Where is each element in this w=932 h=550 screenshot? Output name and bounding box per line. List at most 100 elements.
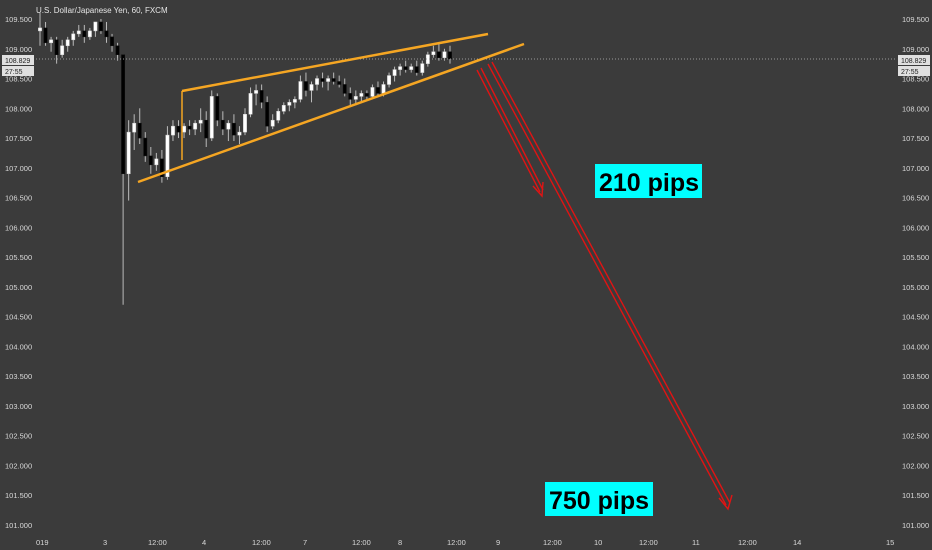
candle-body [315, 78, 319, 85]
candle-body [165, 134, 170, 178]
candle-body [320, 78, 325, 82]
x-tick-label: 7 [303, 538, 307, 547]
candle-body [376, 87, 380, 94]
right-price-tag-box [898, 55, 930, 65]
candle-body [220, 119, 225, 130]
left-y-tick-label: 101.000 [5, 521, 32, 530]
right-y-tick-label: 104.000 [902, 342, 929, 351]
right-y-tick-label: 103.500 [902, 372, 929, 381]
candle-body [171, 125, 175, 136]
left-y-tick-label: 106.000 [5, 223, 32, 232]
x-tick-label: 12:00 [352, 538, 371, 547]
candle-body [437, 51, 441, 58]
large-projection-arrow [487, 61, 733, 511]
right-y-tick-label: 102.500 [902, 432, 929, 441]
right-y-tick-label: 102.000 [902, 461, 929, 470]
candle-body [82, 30, 87, 38]
right-y-tick-label: 105.000 [902, 283, 929, 292]
candle-body [226, 122, 231, 130]
candle-body [309, 84, 314, 91]
small-target-callout: 210 pips [595, 164, 702, 198]
candle-body [442, 51, 447, 58]
candle-body [364, 93, 369, 97]
candle-body [71, 33, 76, 41]
right-y-tick-label: 109.000 [902, 45, 929, 54]
candle-body [276, 111, 281, 121]
candle-body [87, 30, 92, 38]
candle-body [215, 96, 220, 121]
left-price-tag: 108.829 27:55 [2, 55, 34, 76]
candle-body [93, 21, 98, 32]
left-y-tick-label: 103.000 [5, 402, 32, 411]
candle-body [182, 125, 186, 133]
candle-body [359, 93, 364, 97]
right-y-tick-label: 104.500 [902, 313, 929, 322]
candle-body [409, 66, 414, 70]
x-tick-label: 15 [886, 538, 894, 547]
candle-body [248, 93, 253, 115]
left-countdown-box [2, 66, 34, 76]
left-y-tick-label: 108.500 [5, 75, 32, 84]
large-arrow-head [718, 494, 733, 511]
candle-body [254, 90, 258, 94]
candle-body [49, 39, 53, 44]
candle-body [403, 66, 408, 70]
right-price-tag: 108.829 27:55 [898, 55, 930, 76]
left-y-tick-label: 108.000 [5, 104, 32, 113]
candle-body [65, 39, 70, 47]
x-tick-label: 12:00 [447, 538, 466, 547]
left-price-tag-box [2, 55, 34, 65]
candle-body [398, 66, 403, 70]
candle-body [342, 84, 347, 94]
small-target-box [595, 164, 702, 198]
small-arrow-line-a [476, 69, 541, 193]
candle-body [265, 102, 270, 127]
candle-body [176, 125, 181, 133]
x-tick-label: 12:00 [543, 538, 562, 547]
candle-body [420, 63, 425, 73]
large-target-callout: 750 pips [545, 482, 653, 516]
candle-body [143, 137, 148, 157]
x-tick-label: 4 [202, 538, 206, 547]
candle-body [353, 96, 358, 100]
candle-body [270, 119, 275, 127]
left-y-tick-label: 105.000 [5, 283, 32, 292]
right-price-tag-value: 108.829 [901, 58, 926, 65]
right-y-tick-label: 109.500 [902, 15, 929, 24]
candlestick-series [38, 13, 452, 305]
time-axis: 019 3 12:00 4 12:00 7 12:00 8 12:00 9 12:00 10 12:00… [36, 538, 894, 547]
candle-body [198, 119, 203, 124]
right-countdown-box [898, 66, 930, 76]
left-y-tick-label: 103.500 [5, 372, 32, 381]
right-countdown-value: 27:55 [901, 69, 919, 76]
candle-body [331, 78, 336, 82]
candle-body [137, 122, 142, 139]
candle-body [237, 131, 242, 136]
left-price-tag-value: 108.829 [5, 58, 30, 65]
candle-body [298, 81, 303, 100]
candle-body [148, 155, 153, 166]
large-target-box [545, 482, 653, 516]
candle-body [110, 36, 114, 47]
candle-body [115, 45, 120, 55]
wedge-lower-trendline [137, 42, 525, 184]
left-y-tick-label: 102.500 [5, 432, 32, 441]
candle-body [370, 87, 375, 97]
candle-body [204, 119, 209, 139]
left-countdown-value: 27:55 [5, 69, 23, 76]
right-y-tick-label: 106.500 [902, 194, 929, 203]
left-y-tick-label: 105.500 [5, 253, 32, 262]
x-tick-label: 019 [36, 538, 49, 547]
candle-body [348, 93, 353, 100]
right-y-tick-label: 108.500 [902, 75, 929, 84]
left-y-tick-label: 107.000 [5, 164, 32, 173]
x-tick-label: 3 [103, 538, 107, 547]
large-target-label: 750 pips [549, 487, 649, 515]
right-y-tick-label: 101.000 [902, 521, 929, 530]
candle-body [448, 51, 452, 60]
small-arrow-line-b [480, 67, 544, 191]
right-y-tick-label: 101.500 [902, 491, 929, 500]
x-tick-label: 12:00 [252, 538, 271, 547]
